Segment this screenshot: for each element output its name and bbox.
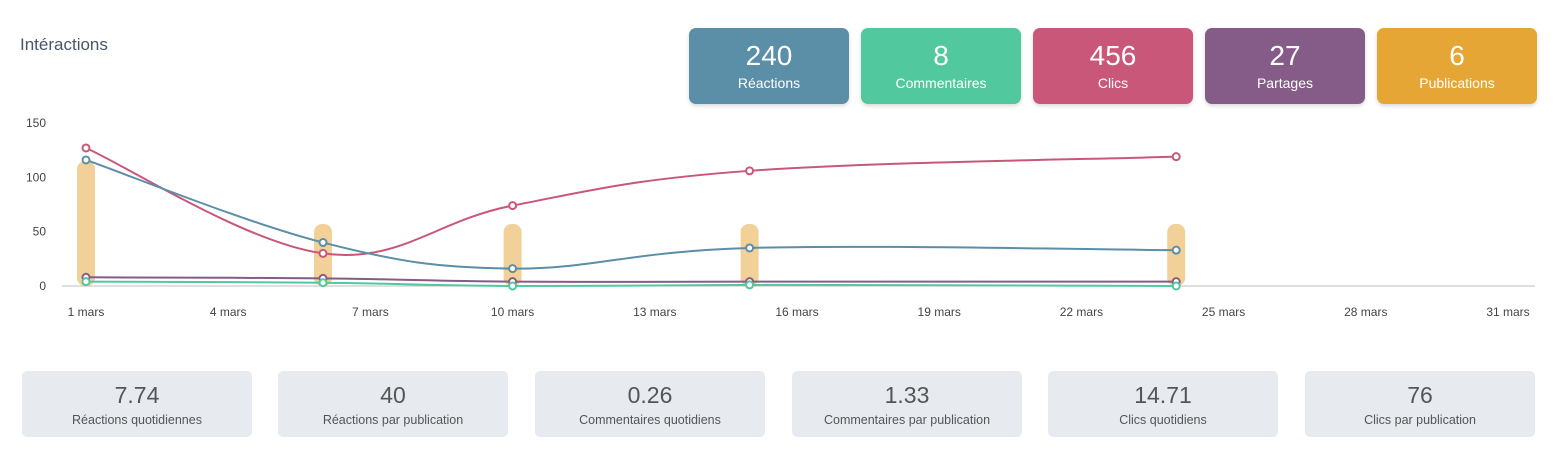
kpi-card-publications[interactable]: 6 Publications <box>1377 28 1537 104</box>
stat-value: 1.33 <box>884 382 930 408</box>
kpi-value: 456 <box>1089 40 1137 71</box>
kpi-value: 240 <box>745 40 793 71</box>
stat-value: 0.26 <box>627 382 673 408</box>
kpi-card-réactions[interactable]: 240 Réactions <box>689 28 849 104</box>
stat-card: 40 Réactions par publication <box>278 371 508 437</box>
kpi-label: Commentaires <box>895 75 987 91</box>
stat-value: 40 <box>380 382 406 408</box>
kpi-value: 6 <box>1449 40 1465 71</box>
series-line <box>85 276 1177 283</box>
y-tick-label: 150 <box>26 116 46 130</box>
y-tick-label: 50 <box>33 225 47 239</box>
x-tick-label: 13 mars <box>633 305 676 319</box>
data-point <box>318 238 328 248</box>
x-tick-label: 16 mars <box>775 305 818 319</box>
stat-label: Réactions quotidiennes <box>72 413 202 427</box>
interactions-chart: 150 100 50 0 1 mars 4 mars 7 mars 10 mars 13 mar… <box>26 116 1535 319</box>
x-tick-label: 22 mars <box>1060 305 1103 319</box>
stat-card: 14.71 Clics quotidiens <box>1048 371 1278 437</box>
data-point <box>745 243 755 253</box>
series-line <box>85 280 1177 288</box>
data-point <box>508 264 518 274</box>
data-point <box>1171 281 1181 291</box>
stat-label: Clics par publication <box>1364 413 1476 427</box>
data-point <box>1171 245 1181 255</box>
kpi-label: Partages <box>1256 75 1314 91</box>
x-tick-label: 7 mars <box>352 305 389 319</box>
bar <box>77 161 95 286</box>
stat-value: 76 <box>1407 382 1433 408</box>
bar <box>503 224 522 286</box>
stat-card: 1.33 Commentaires par publication <box>792 371 1022 437</box>
data-point <box>318 248 328 258</box>
data-point <box>81 155 91 165</box>
x-tick-label: 10 mars <box>491 305 534 319</box>
stat-card: 7.74 Réactions quotidiennes <box>22 371 252 437</box>
data-point <box>81 277 91 287</box>
kpi-label: Réactions <box>737 75 801 91</box>
series-line <box>85 159 1177 270</box>
kpi-card-commentaires[interactable]: 8 Commentaires <box>861 28 1021 104</box>
kpi-value: 27 <box>1269 40 1301 71</box>
stat-value: 7.74 <box>114 382 160 408</box>
stat-value: 14.71 <box>1134 382 1192 408</box>
x-tick-label: 25 mars <box>1202 305 1245 319</box>
data-point <box>508 201 518 211</box>
x-tick-label: 4 mars <box>210 305 247 319</box>
data-point <box>318 278 328 288</box>
stat-label: Commentaires quotidiens <box>579 413 721 427</box>
data-point <box>745 166 755 176</box>
data-point <box>81 143 91 153</box>
data-point <box>508 281 518 291</box>
stat-card: 0.26 Commentaires quotidiens <box>535 371 765 437</box>
bar <box>740 224 759 286</box>
data-point <box>1171 152 1181 162</box>
kpi-card-clics[interactable]: 456 Clics <box>1033 28 1193 104</box>
kpi-card-partages[interactable]: 27 Partages <box>1205 28 1365 104</box>
bar <box>1167 224 1186 286</box>
x-tick-label: 19 mars <box>918 305 961 319</box>
kpi-label: Publications <box>1419 75 1495 91</box>
x-tick-label: 31 mars <box>1486 305 1529 319</box>
stat-label: Clics quotidiens <box>1119 413 1207 427</box>
stat-label: Réactions par publication <box>322 413 464 427</box>
data-point <box>745 280 755 290</box>
x-tick-label: 28 mars <box>1344 305 1387 319</box>
stat-label: Commentaires par publication <box>823 413 991 427</box>
chart-title: Intéractions <box>20 35 108 54</box>
kpi-value: 8 <box>933 40 949 71</box>
x-tick-label: 1 mars <box>68 305 105 319</box>
kpi-label: Clics <box>1097 75 1129 91</box>
y-tick-label: 100 <box>26 170 46 184</box>
series-line <box>85 147 1177 256</box>
stat-card: 76 Clics par publication <box>1305 371 1535 437</box>
y-tick-label: 0 <box>39 279 46 293</box>
